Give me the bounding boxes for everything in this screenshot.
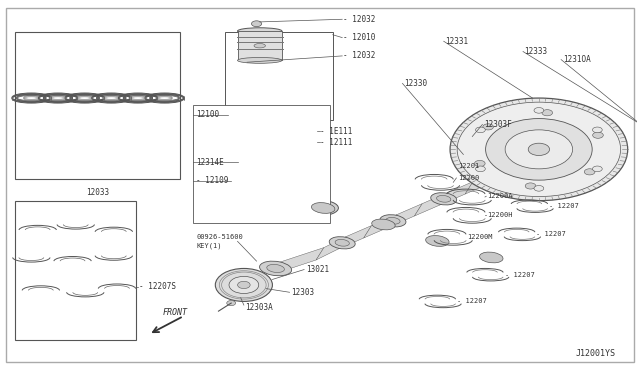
Text: 13021: 13021 bbox=[306, 265, 329, 274]
Text: 1231OA: 1231OA bbox=[563, 55, 591, 64]
Text: 12200M: 12200M bbox=[467, 234, 493, 240]
Ellipse shape bbox=[254, 44, 266, 48]
Polygon shape bbox=[252, 111, 331, 210]
Polygon shape bbox=[339, 225, 371, 249]
Circle shape bbox=[525, 183, 536, 189]
Circle shape bbox=[457, 102, 621, 196]
Circle shape bbox=[476, 127, 485, 133]
Text: 00926-51600: 00926-51600 bbox=[196, 234, 243, 240]
Ellipse shape bbox=[431, 193, 457, 205]
Text: - 12032: - 12032 bbox=[343, 15, 375, 24]
Circle shape bbox=[593, 127, 602, 133]
Text: 12303F: 12303F bbox=[484, 120, 511, 129]
Text: 12333: 12333 bbox=[524, 47, 547, 56]
Ellipse shape bbox=[310, 203, 330, 212]
Text: - 1E111: - 1E111 bbox=[320, 126, 353, 135]
Circle shape bbox=[476, 166, 485, 171]
Text: 12200: 12200 bbox=[458, 175, 479, 181]
Polygon shape bbox=[316, 237, 346, 260]
Circle shape bbox=[305, 211, 310, 213]
Ellipse shape bbox=[436, 195, 451, 202]
Text: 12033: 12033 bbox=[86, 188, 109, 197]
Text: 12303: 12303 bbox=[291, 288, 315, 297]
Text: - 12109: - 12109 bbox=[196, 176, 228, 185]
Text: 12100: 12100 bbox=[196, 110, 220, 119]
Ellipse shape bbox=[386, 218, 400, 224]
Circle shape bbox=[229, 276, 259, 294]
Bar bbox=[225, 32, 333, 120]
Text: - 12207: - 12207 bbox=[549, 203, 579, 209]
Polygon shape bbox=[364, 215, 397, 238]
Bar bbox=[237, 31, 282, 60]
Circle shape bbox=[486, 119, 592, 180]
Ellipse shape bbox=[312, 203, 335, 214]
Circle shape bbox=[505, 130, 573, 169]
Polygon shape bbox=[272, 248, 324, 275]
Circle shape bbox=[483, 124, 493, 130]
Circle shape bbox=[450, 98, 628, 201]
Text: J12001YS: J12001YS bbox=[575, 349, 615, 358]
Circle shape bbox=[237, 281, 250, 289]
Bar bbox=[15, 32, 180, 179]
Ellipse shape bbox=[329, 237, 355, 249]
Text: 12200H: 12200H bbox=[488, 212, 513, 218]
Ellipse shape bbox=[237, 57, 282, 63]
Bar bbox=[193, 105, 330, 223]
Ellipse shape bbox=[237, 28, 282, 34]
Text: FRONT: FRONT bbox=[163, 308, 188, 317]
Ellipse shape bbox=[250, 109, 269, 116]
Circle shape bbox=[305, 203, 310, 206]
Ellipse shape bbox=[481, 171, 508, 183]
Text: - 12010: - 12010 bbox=[343, 33, 375, 42]
Text: - 12207: - 12207 bbox=[457, 298, 487, 304]
Ellipse shape bbox=[380, 215, 406, 227]
Ellipse shape bbox=[301, 200, 339, 216]
Ellipse shape bbox=[335, 240, 349, 246]
Text: 12200A: 12200A bbox=[488, 193, 513, 199]
Circle shape bbox=[227, 301, 236, 306]
Text: - 12207: - 12207 bbox=[536, 231, 566, 237]
Ellipse shape bbox=[487, 173, 502, 180]
Circle shape bbox=[542, 110, 552, 116]
Polygon shape bbox=[389, 203, 422, 227]
Text: - 12207: - 12207 bbox=[504, 272, 534, 278]
Circle shape bbox=[593, 166, 602, 171]
Ellipse shape bbox=[426, 235, 449, 246]
Circle shape bbox=[474, 160, 485, 167]
Circle shape bbox=[534, 108, 544, 113]
Circle shape bbox=[528, 143, 550, 155]
Ellipse shape bbox=[267, 264, 284, 272]
Text: - 12207S: - 12207S bbox=[139, 282, 176, 292]
Bar bbox=[15, 201, 136, 340]
Ellipse shape bbox=[260, 261, 292, 276]
Ellipse shape bbox=[372, 219, 395, 230]
Text: 12330: 12330 bbox=[404, 79, 427, 88]
Polygon shape bbox=[491, 160, 520, 183]
Text: - 12111: - 12111 bbox=[320, 138, 353, 147]
Ellipse shape bbox=[479, 252, 503, 263]
Text: 12331: 12331 bbox=[445, 37, 468, 46]
Circle shape bbox=[534, 186, 544, 191]
Polygon shape bbox=[465, 171, 499, 194]
Text: 12303A: 12303A bbox=[245, 303, 273, 312]
Text: 12314E: 12314E bbox=[196, 158, 224, 167]
Text: KEY(1): KEY(1) bbox=[196, 242, 222, 248]
Circle shape bbox=[593, 132, 604, 138]
Circle shape bbox=[252, 21, 262, 27]
Ellipse shape bbox=[255, 111, 264, 114]
Polygon shape bbox=[440, 182, 473, 205]
Text: 12201: 12201 bbox=[458, 163, 479, 169]
Text: - 12032: - 12032 bbox=[343, 51, 375, 60]
Polygon shape bbox=[415, 193, 447, 216]
Circle shape bbox=[215, 269, 273, 301]
Circle shape bbox=[584, 169, 595, 175]
